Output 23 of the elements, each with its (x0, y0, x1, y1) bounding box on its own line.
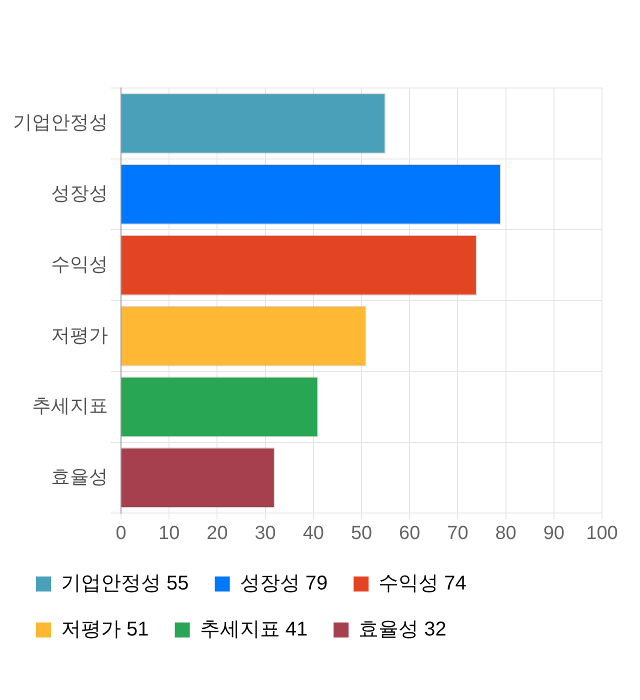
legend-label: 성장성 79 (240, 572, 328, 595)
x-tick-label: 50 (350, 522, 372, 544)
y-tick-label: 성장성 (51, 184, 108, 205)
x-tick-label: 80 (495, 522, 516, 544)
x-tick-label: 0 (116, 522, 126, 544)
legend-label: 추세지표 41 (200, 618, 308, 641)
legend-label: 기업안정성 55 (61, 572, 189, 595)
x-tick-label: 40 (302, 522, 324, 544)
x-tick-label: 10 (158, 522, 180, 544)
y-tick-label: 저평가 (51, 325, 108, 346)
x-tick-label: 90 (543, 522, 564, 544)
y-tick-label: 수익성 (51, 254, 108, 276)
y-tick-label: 효율성 (51, 467, 108, 488)
x-tick-label: 30 (254, 522, 276, 544)
legend-label: 효율성 32 (358, 618, 446, 641)
legend-label: 수익성 74 (378, 572, 466, 595)
legend-label: 저평가 51 (61, 618, 149, 641)
y-tick-label: 기업안정성 (13, 112, 108, 134)
x-tick-label: 100 (586, 522, 618, 544)
x-tick-label: 70 (447, 522, 468, 544)
x-tick-label: 60 (399, 522, 420, 544)
y-tick-label: 추세지표 (32, 396, 108, 418)
x-tick-label: 20 (206, 522, 228, 544)
